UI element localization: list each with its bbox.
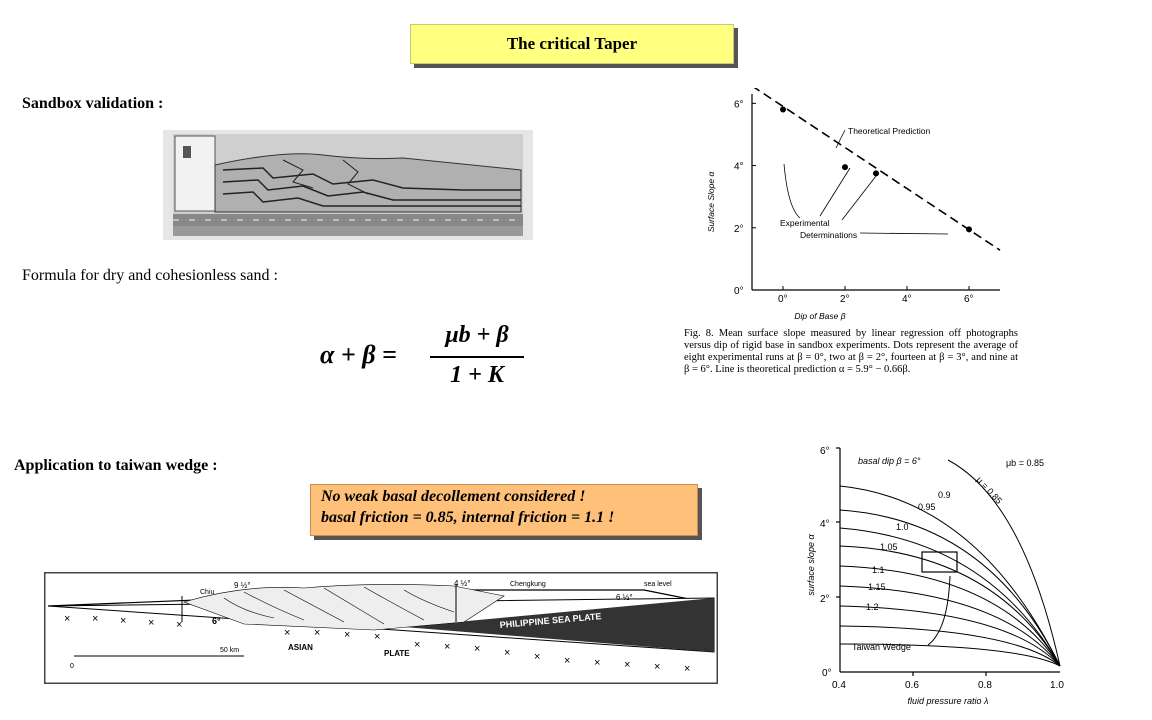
formula-numerator: μb + β	[445, 322, 509, 348]
svg-text:×: ×	[624, 659, 630, 671]
sandbox-heading: Sandbox validation :	[22, 95, 164, 112]
curve-label-105: 1.05	[880, 542, 898, 552]
fig8-xtick-2: 2°	[840, 294, 850, 305]
fig8-ytick-0: 0°	[734, 286, 744, 297]
curve-label-11: 1.1	[872, 565, 885, 575]
taiwan-wedge-arrow	[927, 575, 951, 646]
taiwan-wedge-box	[921, 551, 958, 573]
wedge-header: basal dip β = 6°	[858, 456, 921, 466]
asian-label: ASIAN	[288, 643, 313, 652]
sandbox-photo	[163, 130, 533, 240]
svg-text:×: ×	[594, 657, 600, 669]
scale-label: 50 km	[220, 647, 239, 654]
wedge-curves	[839, 459, 1061, 667]
svg-text:×: ×	[414, 639, 420, 651]
angle-2-label: 4 ½°	[454, 579, 471, 588]
taiwan-wedge-label: Taiwan Wedge	[852, 642, 911, 652]
svg-text:×: ×	[504, 647, 510, 659]
fig8-ann-exp2: Determinations	[800, 230, 857, 240]
fig8-ytick-4: 4°	[734, 162, 744, 173]
taper-formula: α + β = μb + β 1 + K	[320, 322, 530, 392]
svg-text:×: ×	[148, 617, 154, 629]
svg-text:×: ×	[284, 627, 290, 639]
fig8-ann-exp1: Experimental	[780, 218, 830, 228]
fig8-xtick-6: 6°	[964, 294, 974, 305]
note-line-1: No weak basal decollement considered !	[321, 488, 586, 505]
fig8-arrows	[783, 129, 949, 235]
wedge-ytick-0: 0°	[822, 668, 832, 679]
page-title: The critical Taper	[410, 24, 734, 64]
wedge-ytick-6: 6°	[820, 446, 830, 457]
wedge-xtick-04: 0.4	[832, 680, 846, 691]
plate-label: PLATE	[384, 649, 410, 658]
fig8-xtick-0: 0°	[778, 294, 788, 305]
svg-text:×: ×	[654, 661, 660, 673]
svg-text:×: ×	[474, 643, 480, 655]
scale-zero: 0	[70, 663, 74, 670]
wedge-ylabel: surface slope α	[806, 534, 816, 596]
curve-label-115: 1.15	[868, 582, 886, 592]
fig8-point-1	[842, 164, 848, 171]
wedge-ytick-2: 2°	[820, 594, 830, 605]
fig8-caption: Fig. 8. Mean surface slope measured by l…	[684, 328, 1018, 375]
note-line-2: basal friction = 0.85, internal friction…	[321, 509, 615, 526]
svg-text:×: ×	[92, 613, 98, 625]
curve-label-09: 0.9	[938, 490, 951, 500]
six-degree-label: 6°	[212, 616, 221, 626]
fig8-point-3	[966, 226, 972, 233]
fig8-ann-theory: Theoretical Prediction	[848, 126, 930, 136]
wedge-mub: μb = 0.85	[1006, 458, 1044, 468]
svg-text:×: ×	[120, 615, 126, 627]
curve-label-12: 1.2	[866, 602, 879, 612]
chengkung-label: Chengkung	[510, 581, 546, 588]
curve-label-10: 1.0	[896, 522, 909, 532]
fig8-ytick-6: 6°	[734, 99, 744, 110]
svg-text:×: ×	[374, 631, 380, 643]
svg-text:×: ×	[64, 613, 70, 625]
fraction-bar	[430, 356, 524, 358]
wedge-xtick-08: 0.8	[978, 680, 992, 691]
curve-label-095: 0.95	[918, 502, 936, 512]
formula-denominator: 1 + K	[450, 362, 504, 388]
angle-3-label: 6 ½°	[616, 593, 633, 602]
formula-heading: Formula for dry and cohesionless sand :	[22, 267, 278, 284]
svg-text:×: ×	[444, 641, 450, 653]
svg-text:×: ×	[564, 655, 570, 667]
fig8-point-2	[873, 170, 879, 177]
wedge-ytick-4: 4°	[820, 519, 830, 530]
wedge-mu-label: μ = 0.85	[975, 475, 1004, 506]
sea-level-label: sea level	[644, 581, 672, 588]
wedge-xtick-06: 0.6	[905, 680, 919, 691]
formula-lhs: α + β =	[320, 340, 397, 369]
angle-1-label: 9 ½°	[234, 581, 251, 590]
fig8-xtick-4: 4°	[902, 294, 912, 305]
fig8-xlabel: Dip of Base β	[794, 311, 845, 321]
wedge-chart: 6° 4° 2° 0° 0.4 0.6 0.8 1.0 surface slop…	[798, 440, 1088, 710]
fig8-ylabel: Surface Slope α	[706, 171, 716, 233]
wedge-xtick-10: 1.0	[1050, 680, 1064, 691]
fig8-ytick-2: 2°	[734, 224, 744, 235]
taiwan-cross-section: PHILIPPINE SEA PLATE ASIAN PLATE Chiu Ch…	[42, 570, 720, 686]
svg-text:×: ×	[176, 619, 182, 631]
svg-text:×: ×	[314, 627, 320, 639]
note-box: No weak basal decollement considered ! b…	[310, 484, 698, 536]
application-heading: Application to taiwan wedge :	[14, 457, 218, 474]
fig8-chart: 0° 2° 4° 6° 0° 2° 4° 6° Surface Slope α Dip of …	[700, 85, 1030, 328]
chiu-label: Chiu	[200, 589, 215, 596]
svg-text:×: ×	[684, 663, 690, 675]
svg-text:×: ×	[344, 629, 350, 641]
theoretical-line	[751, 85, 1001, 251]
svg-text:×: ×	[534, 651, 540, 663]
fig8-point-0	[780, 106, 786, 113]
wedge-xlabel: fluid pressure ratio λ	[908, 696, 989, 706]
